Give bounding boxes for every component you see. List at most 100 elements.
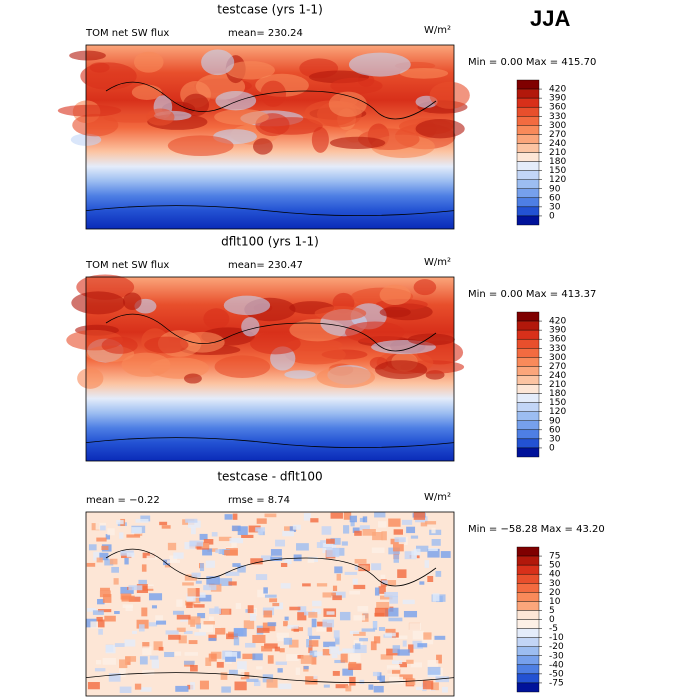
map-cell — [342, 648, 355, 653]
map-cell — [205, 560, 215, 568]
map-cell — [237, 565, 246, 573]
map-cell — [225, 652, 238, 660]
map-cell — [263, 610, 273, 618]
map-cell — [305, 676, 318, 685]
panel-label: mean = −0.22 — [86, 495, 160, 506]
map-cell — [121, 553, 132, 559]
colorbar-label: 420 — [549, 317, 566, 327]
map-cell — [148, 593, 163, 601]
map-blob — [69, 50, 106, 61]
map-cell — [312, 608, 322, 615]
map-cell — [208, 616, 214, 621]
map-blob — [57, 104, 122, 117]
map-cell — [216, 661, 224, 668]
map-blob — [413, 279, 437, 296]
map-cell — [126, 552, 135, 558]
map-cell — [196, 622, 202, 629]
map-cell — [389, 596, 399, 604]
map-cell — [211, 532, 218, 537]
map-cell — [289, 526, 296, 532]
colorbar-label: -40 — [549, 660, 564, 670]
map-blob — [215, 91, 257, 111]
map-cell — [307, 558, 315, 563]
map-cell — [354, 643, 361, 650]
map-cell — [159, 521, 168, 526]
map-cell — [100, 525, 106, 531]
map-cell — [274, 646, 280, 652]
map-cell — [98, 609, 112, 613]
map-cell — [380, 654, 393, 660]
map-cell — [218, 578, 233, 586]
map-blob — [429, 81, 470, 109]
map-cell — [386, 665, 401, 671]
colorbar-swatch — [516, 179, 540, 189]
map-cell — [412, 630, 424, 640]
colorbar-label: 210 — [549, 380, 566, 390]
map-cell — [421, 636, 434, 645]
map-cell — [231, 542, 237, 548]
map-cell — [371, 547, 385, 554]
map-cell — [275, 539, 285, 547]
map-cell — [209, 608, 222, 614]
map-cell — [378, 521, 387, 528]
map-cell — [392, 645, 401, 654]
map-cell — [406, 678, 416, 686]
map-cell — [314, 651, 327, 656]
colorbar-swatch — [516, 619, 540, 629]
map-blob — [214, 355, 271, 378]
map-cell — [151, 605, 157, 609]
map-cell — [138, 624, 145, 632]
map-cell — [185, 518, 198, 523]
map-cell — [153, 641, 163, 651]
colorbar-swatch — [516, 116, 540, 126]
map-cell — [374, 512, 386, 518]
unit-label: W/m² — [424, 257, 451, 268]
map-blob — [374, 360, 428, 380]
colorbar-swatch — [516, 106, 540, 117]
map-cell — [97, 619, 105, 628]
map-cell — [142, 642, 150, 649]
map-cell — [309, 635, 321, 640]
map-cell — [427, 548, 440, 558]
colorbar-swatch — [516, 366, 540, 376]
map-cell — [344, 571, 358, 575]
map-cell — [203, 621, 215, 625]
map-cell — [97, 599, 105, 605]
map-cell — [329, 646, 340, 654]
map-cell — [167, 560, 180, 564]
map-cell — [202, 548, 213, 556]
map-cell — [316, 583, 328, 587]
season-label: JJA — [530, 6, 570, 31]
map-cell — [330, 537, 341, 545]
map-cell — [241, 534, 254, 538]
colorbar-label: 40 — [549, 570, 561, 580]
map-cell — [343, 512, 352, 520]
map-cell — [104, 615, 116, 622]
map-cell — [205, 657, 212, 666]
map-cell — [172, 610, 184, 615]
map-cell — [354, 530, 362, 536]
map-blob — [182, 93, 210, 117]
map-cell — [359, 525, 370, 530]
map-cell — [340, 653, 348, 663]
map-blob — [72, 113, 119, 137]
map-cell — [434, 635, 446, 640]
colorbar-label: -20 — [549, 642, 564, 652]
map-cell — [233, 628, 247, 637]
map-cell — [349, 590, 361, 595]
map-blob — [314, 306, 367, 321]
map-blob — [330, 77, 383, 95]
map-cell — [102, 594, 112, 603]
coastline — [85, 81, 455, 216]
map-cell — [195, 588, 200, 597]
map-cell — [293, 626, 299, 632]
colorbar-swatch — [516, 348, 540, 358]
map-cell — [308, 612, 318, 618]
colorbar-swatch — [516, 664, 540, 675]
colorbar-label: 420 — [549, 85, 566, 95]
map-cell — [148, 622, 158, 627]
map-cell — [331, 592, 336, 596]
map-cell — [387, 668, 401, 674]
map-cell — [349, 630, 360, 634]
map-cell — [427, 666, 441, 675]
